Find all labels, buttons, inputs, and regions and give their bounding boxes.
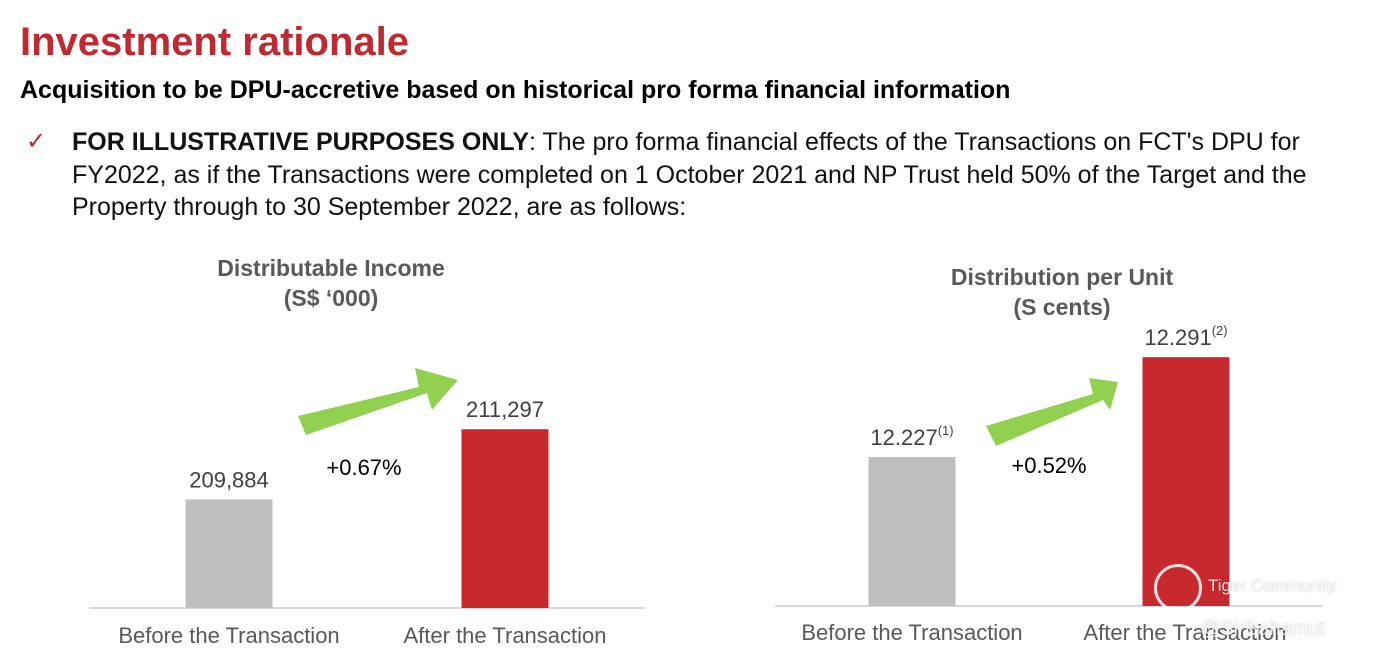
bullet-body-text: : The pro forma financial effects of the… <box>72 128 1307 221</box>
value-label-before: 209,884 <box>189 467 269 492</box>
value-text: 209,884 <box>189 467 269 492</box>
category-label-after: After the Transaction <box>404 623 607 648</box>
watermark-brand: Tiger Community <box>1208 576 1337 595</box>
watermark-handle: @SirBahamut <box>1200 618 1325 640</box>
value-text: 12.227 <box>870 425 937 450</box>
value-label-after: 211,297 <box>466 397 544 422</box>
illustrative-bullet: ✓ FOR ILLUSTRATIVE PURPOSES ONLY: The pr… <box>20 126 1365 224</box>
category-label-before: Before the Transaction <box>118 623 339 648</box>
change-label: +0.67% <box>326 455 401 480</box>
value-text: 211,297 <box>466 397 544 422</box>
change-label: +0.52% <box>1011 453 1086 478</box>
page-title: Investment rationale <box>20 20 410 64</box>
category-label-before: Before the Transaction <box>801 620 1022 645</box>
bar-after <box>461 429 549 608</box>
checkmark-icon: ✓ <box>26 128 47 155</box>
bullet-bold-text: FOR ILLUSTRATIVE PURPOSES ONLY <box>72 128 529 156</box>
value-label-before: 12.227(1) <box>870 423 953 450</box>
category-label-after: After the Transaction <box>1084 620 1287 645</box>
value-text: 12.291 <box>1144 325 1211 350</box>
footnote-mark: (2) <box>1212 323 1228 338</box>
distributable-income-chart: Distributable Income (S$ ‘000) 209,884 2… <box>90 255 645 648</box>
chart-title: Distribution per Unit <box>951 264 1174 290</box>
page-subtitle: Acquisition to be DPU-accretive based on… <box>20 76 1011 104</box>
increase-arrow-icon <box>298 368 458 435</box>
value-label-after: 12.291(2) <box>1144 323 1227 350</box>
chart-subtitle: (S cents) <box>1013 294 1110 320</box>
increase-arrow-icon <box>986 378 1118 446</box>
chart-subtitle: (S$ ‘000) <box>284 285 379 311</box>
bullet-text: FOR ILLUSTRATIVE PURPOSES ONLY: The pro … <box>72 126 1365 224</box>
tiger-logo-icon <box>1154 564 1202 612</box>
footnote-mark: (1) <box>938 423 954 438</box>
bar-before <box>868 457 956 606</box>
bar-before <box>185 499 273 608</box>
watermark: Tiger Community @SirBahamut <box>1150 560 1360 650</box>
chart-title: Distributable Income <box>217 255 444 281</box>
